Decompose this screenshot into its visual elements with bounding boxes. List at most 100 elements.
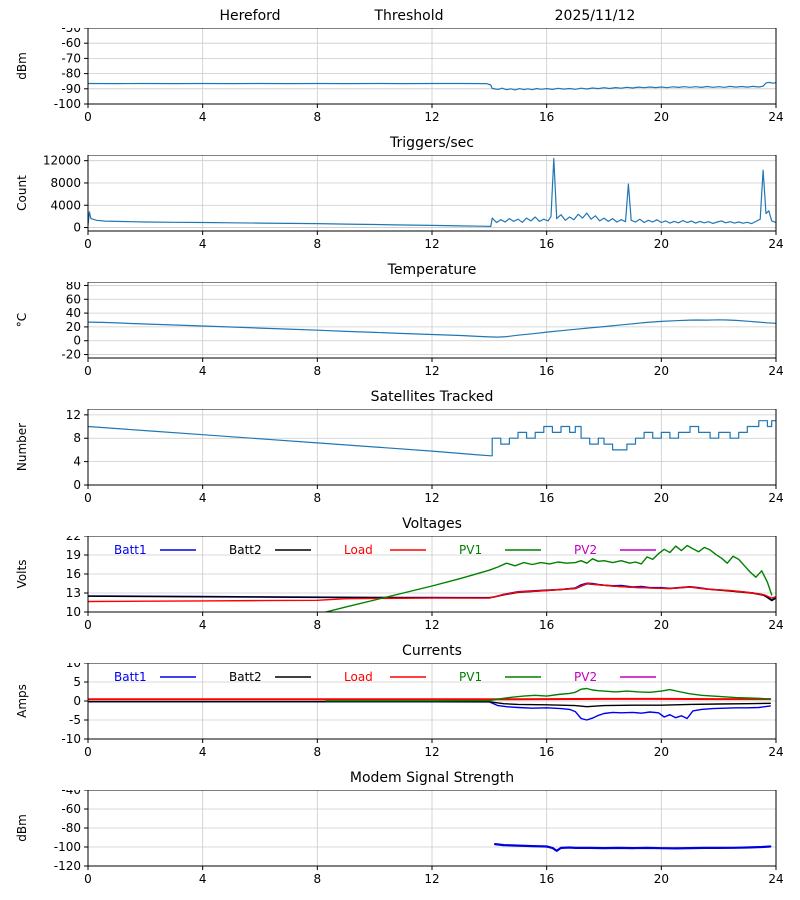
plot-area-triggers: 0 4 8 12 16 20 24 0 4000 8000 12000	[43, 155, 784, 251]
svg-text:24: 24	[768, 872, 783, 886]
svg-text:Batt2: Batt2	[229, 670, 262, 684]
svg-text:8: 8	[73, 431, 81, 445]
svg-text:4: 4	[199, 745, 207, 759]
chart-triggers: Triggers/sec Count 0 4 8 12 16 20 24 0 4000 8000 1…	[0, 135, 800, 262]
svg-text:4: 4	[73, 455, 81, 469]
svg-text:24: 24	[768, 110, 783, 124]
svg-text:40: 40	[66, 306, 81, 320]
plot-area-currents: 0 4 8 12 16 20 24 -10 -5 0 5 10 Batt1 Batt2 Load PV1 PV2	[61, 663, 784, 759]
svg-text:4: 4	[199, 491, 207, 505]
svg-text:12: 12	[424, 618, 439, 632]
svg-text:-80: -80	[61, 67, 81, 81]
svg-text:Load: Load	[344, 670, 373, 684]
svg-text:20: 20	[66, 320, 81, 334]
svg-text:4: 4	[199, 110, 207, 124]
svg-text:5: 5	[73, 675, 81, 689]
svg-text:-10: -10	[61, 732, 81, 746]
svg-text:8000: 8000	[50, 176, 81, 190]
svg-text:-100: -100	[54, 840, 81, 854]
svg-text:12: 12	[424, 237, 439, 251]
svg-text:Batt1: Batt1	[114, 670, 147, 684]
plot-area-threshold: 0 4 8 12 16 20 24 -100-90-80 -70-60-50	[54, 28, 784, 124]
svg-text:20: 20	[654, 618, 669, 632]
chart-voltages: Voltages Volts 0 4 8 12 16 20 24 10 13 16 19 22 Batt…	[0, 516, 800, 643]
svg-text:12: 12	[424, 364, 439, 378]
chart-temperature: Temperature °C 0 4 8 12 16 20 24 -20 0 20 40 60 80	[0, 262, 800, 389]
svg-text:24: 24	[768, 364, 783, 378]
svg-text:12: 12	[424, 745, 439, 759]
svg-text:80: 80	[66, 282, 81, 292]
svg-text:Load: Load	[344, 543, 373, 557]
chart-title: Temperature	[387, 262, 477, 278]
svg-text:20: 20	[654, 364, 669, 378]
svg-text:0: 0	[73, 478, 81, 492]
svg-text:0: 0	[84, 491, 92, 505]
svg-text:4: 4	[199, 364, 207, 378]
svg-text:10: 10	[66, 605, 81, 619]
svg-text:4: 4	[199, 237, 207, 251]
plot-area-modem: 0 4 8 12 16 20 24 -120 -100 -80 -60 -40	[54, 790, 784, 886]
svg-text:PV2: PV2	[574, 543, 597, 557]
chart-currents: Currents Amps 0 4 8 12 16 20 24 -10 -5 0 5 10 Batt1 B…	[0, 643, 800, 770]
svg-text:8: 8	[314, 872, 322, 886]
svg-text:60: 60	[66, 292, 81, 306]
svg-text:8: 8	[314, 110, 322, 124]
svg-text:-50: -50	[61, 28, 81, 35]
svg-text:16: 16	[66, 567, 81, 581]
site-name: Hereford	[219, 8, 281, 24]
svg-text:-60: -60	[61, 802, 81, 816]
plot-area-voltages: 0 4 8 12 16 20 24 10 13 16 19 22 Batt1 Batt2 Load PV1 PV…	[66, 536, 784, 632]
svg-text:4: 4	[199, 872, 207, 886]
svg-text:0: 0	[84, 745, 92, 759]
svg-text:4: 4	[199, 618, 207, 632]
svg-text:0: 0	[84, 618, 92, 632]
chart-title: Modem Signal Strength	[349, 770, 515, 786]
chart-modem: Modem Signal Strength dBm 0 4 8 12 16 20 24 -12…	[0, 770, 800, 897]
svg-text:8: 8	[314, 491, 322, 505]
svg-text:-90: -90	[61, 82, 81, 96]
svg-text:0: 0	[73, 221, 81, 235]
svg-text:20: 20	[654, 491, 669, 505]
svg-text:0: 0	[84, 872, 92, 886]
svg-text:8: 8	[314, 618, 322, 632]
chart-satellites: Satellites Tracked Number 0 4 8 12 16 20 24 0 4 8…	[0, 389, 800, 516]
svg-text:8: 8	[314, 745, 322, 759]
svg-text:-60: -60	[61, 36, 81, 50]
header-row: Hereford Threshold 2025/11/12	[0, 8, 800, 26]
svg-text:-120: -120	[54, 859, 81, 873]
svg-text:0: 0	[84, 364, 92, 378]
svg-text:-5: -5	[69, 713, 81, 727]
svg-text:20: 20	[654, 745, 669, 759]
svg-text:-100: -100	[54, 97, 81, 111]
svg-text:16: 16	[539, 745, 554, 759]
svg-text:24: 24	[768, 618, 783, 632]
svg-text:-20: -20	[61, 348, 81, 362]
chart-title: Threshold	[374, 8, 444, 24]
plot-area-satellites: 0 4 8 12 16 20 24 0 4 8 12	[66, 409, 784, 505]
chart-title: Currents	[402, 643, 462, 659]
svg-text:Batt2: Batt2	[229, 543, 262, 557]
svg-text:0: 0	[84, 237, 92, 251]
svg-text:0: 0	[84, 110, 92, 124]
svg-text:13: 13	[66, 586, 81, 600]
svg-text:0: 0	[73, 334, 81, 348]
chart-title: Triggers/sec	[390, 135, 474, 151]
svg-text:12: 12	[424, 491, 439, 505]
svg-text:12000: 12000	[43, 155, 81, 168]
svg-text:16: 16	[539, 872, 554, 886]
svg-text:Batt1: Batt1	[114, 543, 147, 557]
chart-title: Voltages	[402, 516, 462, 532]
svg-text:24: 24	[768, 491, 783, 505]
svg-text:-40: -40	[61, 790, 81, 797]
svg-text:16: 16	[539, 237, 554, 251]
svg-text:16: 16	[539, 618, 554, 632]
chart-title: Satellites Tracked	[370, 389, 494, 405]
svg-text:PV1: PV1	[459, 670, 482, 684]
svg-text:8: 8	[314, 364, 322, 378]
svg-text:16: 16	[539, 110, 554, 124]
svg-text:8: 8	[314, 237, 322, 251]
svg-text:PV2: PV2	[574, 670, 597, 684]
svg-text:24: 24	[768, 745, 783, 759]
